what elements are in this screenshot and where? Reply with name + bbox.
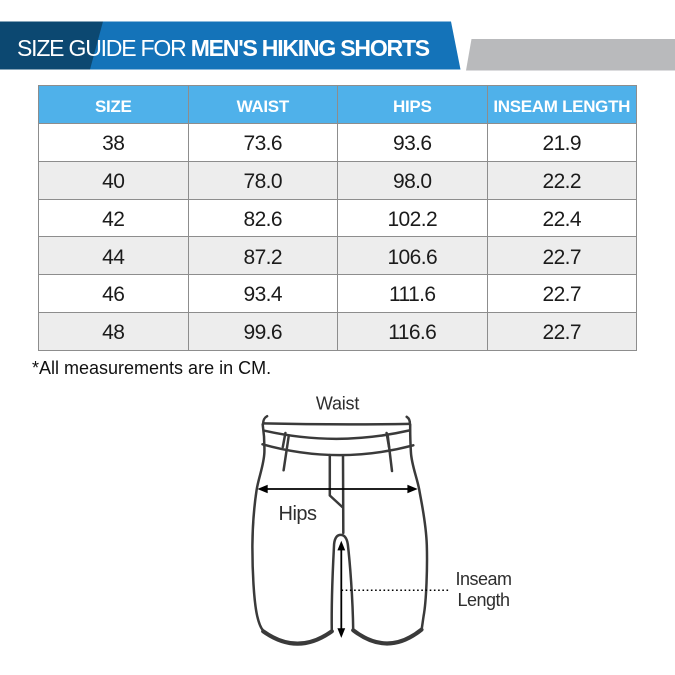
svg-text:Hips: Hips xyxy=(279,503,318,525)
svg-text:Length: Length xyxy=(457,590,509,610)
svg-text:Waist: Waist xyxy=(316,393,360,413)
svg-text:Inseam: Inseam xyxy=(455,569,511,589)
